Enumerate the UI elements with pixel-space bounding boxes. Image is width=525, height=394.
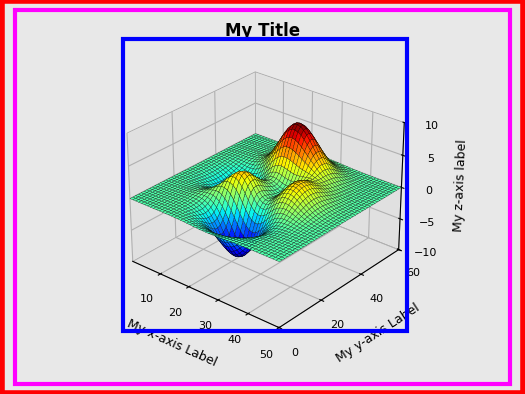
Y-axis label: My y-axis Label: My y-axis Label [334, 301, 422, 365]
X-axis label: My x-axis Label: My x-axis Label [125, 317, 219, 369]
Title: My Title: My Title [225, 22, 300, 40]
